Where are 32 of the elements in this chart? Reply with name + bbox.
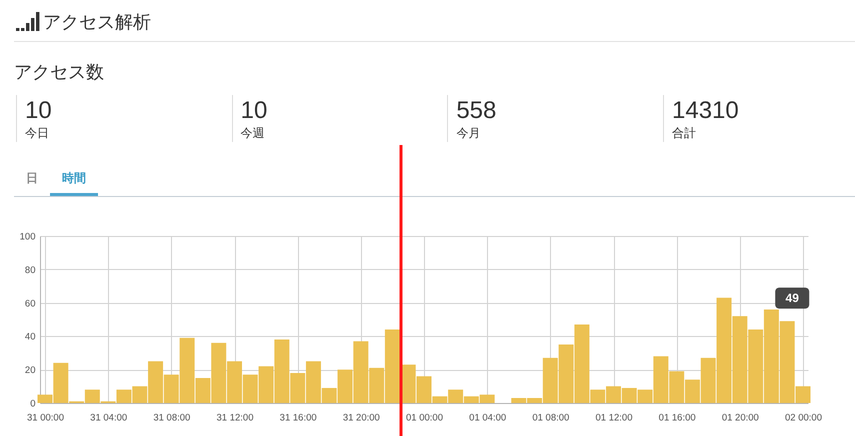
data-label: 14310: [672, 97, 739, 125]
category-label: 今週: [240, 125, 266, 141]
x-tick-label: 31 04:00: [90, 412, 128, 424]
x-tick-label: 01 12:00: [596, 412, 632, 424]
x-tick-label: 01 08:00: [532, 412, 570, 424]
x-tick-label: 01 16:00: [658, 412, 696, 424]
data-label: 558: [456, 97, 496, 125]
x-tick-label: 31 00:00: [27, 412, 64, 424]
y-tick-label: 60: [24, 298, 36, 310]
text: アクセス解析: [43, 11, 151, 34]
x-tick-label: 31 16:00: [280, 412, 317, 424]
y-tick-label: 40: [24, 332, 36, 343]
data-label: 10: [240, 97, 268, 125]
x-tick-label: 01 04:00: [469, 412, 506, 424]
x-tick-label: 01 00:00: [406, 412, 443, 424]
x-tick-label: 31 08:00: [153, 412, 190, 424]
category-label: 今月: [456, 125, 482, 141]
text: アクセス数: [14, 61, 104, 84]
tab[interactable]: 日: [14, 169, 50, 196]
category-label: 今日: [25, 125, 50, 141]
active-tab[interactable]: 時間: [50, 169, 98, 196]
category-label: 合計: [672, 125, 697, 141]
data-label: 49: [786, 291, 800, 306]
y-tick-label: 0: [30, 398, 36, 410]
x-tick-label: 02 00:00: [785, 412, 822, 424]
y-tick-label: 20: [24, 365, 36, 376]
x-tick-label: 31 12:00: [216, 412, 254, 424]
x-tick-label: 31 20:00: [342, 412, 380, 424]
data-label: 10: [25, 97, 52, 125]
y-tick-label: 100: [20, 232, 36, 242]
y-tick-label: 80: [24, 264, 36, 276]
x-tick-label: 01 20:00: [722, 412, 759, 424]
